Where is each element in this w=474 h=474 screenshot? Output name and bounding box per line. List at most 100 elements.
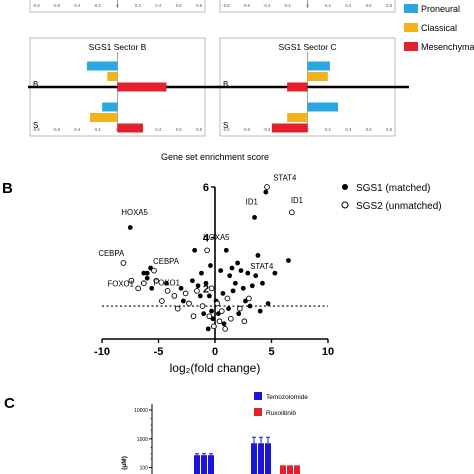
point-unmatched — [199, 303, 206, 309]
point-unmatched — [171, 293, 178, 299]
x-tick-label: -0.6 — [53, 127, 61, 132]
gene-label-foxo1: FOXO1 — [154, 279, 180, 288]
bar-mesenchymal — [271, 123, 308, 133]
point-matched — [205, 326, 211, 332]
legend-swatch-mesenchymal — [404, 42, 418, 51]
volcano-legend: SGS1 (matched) SGS2 (unmatched) — [341, 183, 442, 212]
x-tick-label: 0 — [212, 346, 218, 358]
y-tick-label: 10000 — [134, 408, 148, 414]
y-tick-label: 2 — [203, 283, 209, 295]
gene-label-hoxa5: HOXA5 — [121, 208, 148, 217]
bar-temozolomide — [258, 443, 264, 474]
legend-label-sgs2-unmatched: SGS2 (unmatched) — [356, 201, 442, 212]
gene-label-id1: ID1 — [246, 197, 258, 206]
point-matched — [221, 321, 227, 327]
series-sgs2-unmatched — [120, 184, 295, 332]
point-unmatched — [204, 247, 210, 254]
x-tick-label: 0.2 — [325, 3, 331, 8]
subplot-title: SGS1 Sector C — [278, 42, 336, 52]
x-axis-label: log₂(fold change) — [170, 361, 261, 375]
point-matched — [195, 283, 201, 289]
legend-swatch-temozolomide — [254, 392, 262, 400]
point-matched — [208, 263, 213, 268]
x-tick-label: -0.6 — [53, 3, 61, 8]
x-tick-label: -0.8 — [222, 127, 230, 132]
bar-classical — [89, 113, 118, 122]
gsea-legend: Proneural Classical Mesenchymal — [404, 4, 474, 52]
x-tick-label: -0.4 — [263, 127, 271, 132]
point-matched — [218, 268, 224, 273]
bar-proneural — [102, 102, 118, 112]
bar-proneural — [86, 61, 118, 71]
point-matched — [227, 273, 233, 279]
x-tick-label: -0.4 — [73, 3, 81, 8]
legend-swatch-classical — [404, 23, 418, 32]
point-matched — [263, 189, 269, 195]
point-matched — [144, 270, 150, 276]
point-matched — [257, 308, 263, 314]
x-tick-label: 0.8 — [386, 3, 392, 8]
x-tick-label: -10 — [94, 346, 110, 358]
point-unmatched — [128, 277, 135, 284]
y-tick-label: 100 — [140, 466, 149, 472]
point-unmatched — [237, 305, 243, 312]
panel-a-gsea-bars: -0.8 -0.6 -0.4 -0.2 0 0.2 0.4 0.6 0.8 -0.8 -0.6 -0.… — [28, 0, 474, 162]
x-tick-label: 0.8 — [196, 127, 202, 132]
legend-swatch-proneural — [404, 4, 418, 13]
point-matched — [178, 285, 184, 291]
point-unmatched — [174, 305, 181, 312]
point-matched — [127, 225, 133, 230]
point-unmatched — [135, 285, 142, 292]
gene-label-cebpa: CEBPA — [153, 257, 180, 266]
point-matched — [190, 278, 195, 284]
point-matched — [229, 265, 235, 271]
group-label-s: S — [33, 121, 38, 130]
legend-marker-matched — [342, 184, 348, 190]
x-tick-label: -0.4 — [263, 3, 271, 8]
point-matched — [199, 270, 204, 276]
bar-ruxolitinib — [287, 465, 293, 474]
bar-classical — [307, 72, 328, 81]
point-unmatched — [224, 295, 231, 302]
point-matched — [253, 273, 259, 279]
x-tick-label: -0.4 — [73, 127, 81, 132]
point-matched — [255, 253, 261, 258]
y-tick-label: 4 — [203, 233, 210, 245]
x-tick-label: -0.6 — [243, 127, 251, 132]
bar-ruxolitinib — [280, 465, 286, 474]
x-axis-label: Gene set enrichment score — [161, 152, 269, 162]
x-tick-label: 0.6 — [366, 3, 372, 8]
point-matched — [197, 293, 203, 299]
point-unmatched — [151, 267, 157, 274]
x-tick-label: 0.8 — [386, 127, 392, 132]
point-unmatched — [153, 277, 160, 284]
x-tick-label: 0 — [306, 3, 309, 8]
point-matched — [247, 303, 253, 309]
bar-temozolomide — [265, 443, 271, 474]
point-unmatched — [164, 288, 171, 294]
point-matched — [260, 280, 265, 286]
point-unmatched — [227, 315, 234, 322]
point-unmatched — [288, 209, 295, 216]
x-tick-label: 0.2 — [325, 127, 331, 132]
gene-label-foxo1: FOXO1 — [108, 279, 134, 288]
point-matched — [206, 293, 212, 299]
point-unmatched — [211, 323, 217, 330]
y-axis-label: (μM) — [121, 456, 128, 470]
y-tick-label: 6 — [203, 182, 209, 194]
bar-classical — [287, 113, 308, 122]
x-tick-label: 0.4 — [345, 127, 351, 132]
legend-marker-unmatched — [341, 201, 349, 209]
legend-label-sgs1-matched: SGS1 (matched) — [356, 183, 430, 194]
panel-b-letter: B — [2, 180, 13, 197]
x-tick-label: 0.6 — [176, 3, 182, 8]
panel-b-volcano-plot: -10 -5 0 5 10 2 4 6 HOXA5 CEBPA FOXO1 CEBPA FOXO1 HOX… — [94, 174, 442, 375]
bar-ruxolitinib — [294, 465, 300, 474]
x-tick-label: -5 — [154, 346, 164, 358]
x-tick-label: 0.6 — [176, 127, 182, 132]
x-tick-label: 0.8 — [196, 3, 202, 8]
bar-mesenchymal — [117, 123, 143, 133]
point-matched — [249, 283, 255, 289]
